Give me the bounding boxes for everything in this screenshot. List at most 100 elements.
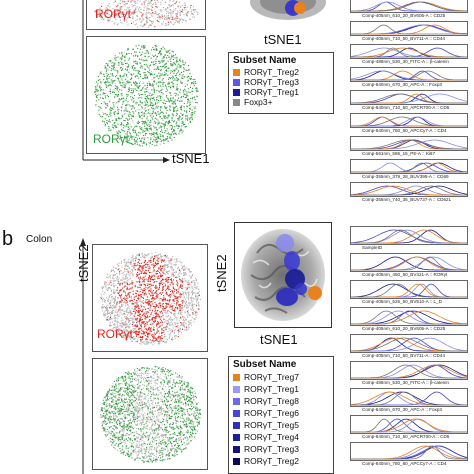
a-histogram-label: Comp-640nm_710_50_APCR700-A :: CD5 — [362, 105, 450, 110]
legend-b-label: RORγT_Treg4 — [244, 432, 299, 442]
a-histogram — [350, 113, 468, 128]
density-tsne2-label-b: tSNE2 — [214, 254, 229, 292]
a-histogram-curves — [351, 162, 468, 173]
b-histogram-curves — [351, 418, 467, 433]
legend-b-swatch — [233, 385, 240, 393]
b-histogram-label: Comp-405nm_525_50_BV510-A :: L_D — [362, 299, 442, 304]
density-contours-b — [241, 229, 325, 321]
legend-b-swatch — [233, 445, 240, 453]
panel-b-title: Colon — [26, 234, 53, 245]
roryt-plus-label-a: RORγt⁺ — [95, 7, 138, 21]
a-histogram — [350, 136, 468, 151]
density-tsne1-label-a: tSNE1 — [264, 32, 302, 47]
b-histogram-curves — [351, 256, 468, 271]
legend-a-swatch — [233, 68, 240, 76]
legend-a-label: Foxp3+ — [244, 97, 273, 107]
density-map-b — [234, 222, 332, 328]
a-histogram-curves — [351, 24, 468, 35]
a-histogram-curves — [350, 1, 468, 12]
tsne1-axis-label-a: tSNE1 — [172, 151, 210, 166]
legend-a-label: RORγT_Treg2 — [244, 67, 299, 77]
b-histogram-curves — [351, 445, 468, 460]
b-histogram — [350, 442, 468, 461]
legend-b-item: RORγT_Treg4 — [233, 431, 329, 443]
legend-b-label: RORγT_Treg1 — [244, 384, 299, 394]
tsne2-axis-arrow-b — [80, 238, 86, 474]
a-histogram-label: Comp-355nm_740_35_BUV737-A :: CD62L — [362, 197, 452, 202]
legend-a-title: Subset Name — [233, 55, 297, 66]
legend-b: Subset Name RORγT_Treg7 RORγT_Treg1 RORγT_… — [228, 356, 334, 474]
roryt-minus-label-a: RORγt⁻ — [93, 132, 136, 146]
legend-a-item: RORγT_Treg2 — [233, 67, 329, 77]
legend-b-item: RORγT_Treg1 — [233, 383, 329, 395]
b-histogram — [350, 334, 468, 353]
b-histogram-label: SampleID — [362, 245, 383, 250]
b-histogram — [350, 388, 468, 407]
a-histogram — [350, 0, 468, 13]
b-histogram — [350, 307, 468, 326]
a-histogram-label: Comp-561nm_586_15_PE-A :: Ki67 — [362, 151, 436, 156]
b-histogram-label: Comp-405nm_450_50_BV421-A :: RORγt — [362, 272, 448, 277]
tsne-scatter-red-a — [94, 0, 199, 28]
b-histogram-label: Comp-640nm_780_60_APCCy7-A :: CD4 — [362, 461, 447, 466]
roryt-plus-label-b: RORγt⁺ — [97, 327, 140, 341]
legend-a-item: Foxp3+ — [233, 97, 329, 107]
panel-b-letter: b — [2, 228, 14, 250]
tsne-plot-roryt-minus-a: RORγt⁻ — [86, 36, 206, 154]
legend-b-label: RORγT_Treg5 — [244, 420, 299, 430]
legend-b-item: RORγT_Treg5 — [233, 419, 329, 431]
b-histogram — [350, 415, 468, 434]
b-histogram-label: Comp-640nm_710_50_APCR700-A :: CD5 — [362, 434, 450, 439]
legend-b-label: RORγT_Treg7 — [244, 372, 299, 382]
b-histogram-curves — [351, 283, 467, 298]
legend-b-swatch — [233, 433, 240, 441]
a-histogram-label: Comp-355nm_379_28_BUV395-A :: CD69 — [362, 174, 449, 179]
b-histogram-curves — [351, 310, 468, 325]
b-histogram — [350, 226, 468, 245]
a-histogram-label: Comp-405nm_610_20_BV605-A :: CD25 — [362, 13, 446, 18]
legend-b-swatch — [233, 421, 240, 429]
a-histogram — [350, 44, 468, 59]
a-histogram-label: Comp-405nm_710_50_BV711-A :: CD44 — [362, 36, 445, 41]
density-tsne1-label-b: tSNE1 — [260, 332, 298, 347]
b-histogram-curves — [351, 364, 468, 379]
b-histogram-label: Comp-405nm_710_50_BV711-A :: CD44 — [362, 353, 445, 358]
axis-arrows-a — [82, 0, 170, 163]
legend-a-label: RORγT_Treg3 — [244, 77, 299, 87]
a-histogram — [350, 159, 468, 174]
a-histogram — [350, 182, 468, 197]
legend-a-label: RORγT_Treg1 — [244, 87, 299, 97]
legend-a-swatch — [233, 88, 240, 96]
legend-b-item: RORγT_Treg6 — [233, 407, 329, 419]
a-histogram-label: Comp-640nm_670_30_APC-A :: Foxp3 — [362, 82, 442, 87]
legend-b-swatch — [233, 373, 240, 381]
tsne-plot-roryt-minus-b — [92, 358, 208, 470]
density-map-a — [238, 0, 338, 28]
b-histogram-curves — [350, 337, 468, 352]
legend-b-item: RORγT_Treg3 — [233, 443, 329, 455]
a-histogram-curves — [350, 93, 468, 104]
legend-b-label: RORγT_Treg8 — [244, 396, 299, 406]
legend-b-label: RORγT_Treg3 — [244, 444, 299, 454]
b-histogram-label: Comp-640nm_670_30_APC-A :: Foxp3 — [362, 407, 442, 412]
legend-a-item: RORγT_Treg3 — [233, 77, 329, 87]
legend-b-item: RORγT_Treg8 — [233, 395, 329, 407]
tsne-scatter-green-a — [94, 44, 199, 147]
b-histogram-curves — [350, 229, 467, 244]
legend-a: Subset Name RORγT_Treg2 RORγT_Treg3 RORγT_… — [228, 52, 334, 114]
legend-a-item: RORγT_Treg1 — [233, 87, 329, 97]
b-histogram — [350, 361, 468, 380]
a-histogram-curves — [350, 185, 468, 196]
legend-a-swatch — [233, 78, 240, 86]
tsne-plot-roryt-plus-a: RORγt⁺ — [86, 0, 206, 30]
legend-b-item: RORγT_Treg7 — [233, 371, 329, 383]
b-histogram-label: Comp-405nm_610_20_BV605-A :: CD25 — [362, 326, 446, 331]
a-histogram — [350, 21, 468, 36]
legend-b-title: Subset Name — [233, 359, 297, 370]
a-histogram-curves — [350, 70, 467, 81]
legend-a-swatch — [233, 98, 240, 106]
tsne-scatter-red-b — [99, 251, 201, 346]
a-histogram-curves — [351, 139, 468, 150]
legend-b-label: RORγT_Treg2 — [244, 456, 299, 466]
a-histogram-label: Comp-640nm_780_60_APCCy7-A :: CD4 — [362, 128, 447, 133]
